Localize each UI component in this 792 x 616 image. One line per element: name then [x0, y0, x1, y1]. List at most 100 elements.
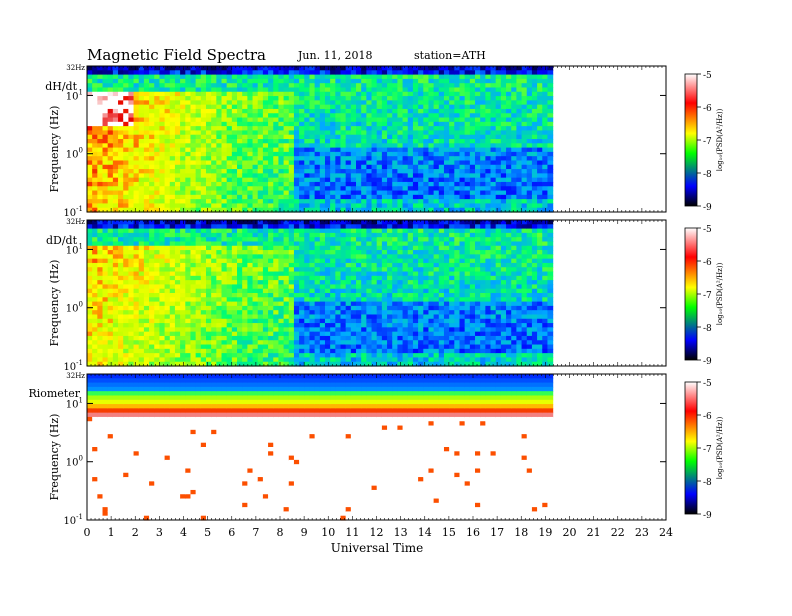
heatmap-cell: [175, 139, 181, 144]
heatmap-cell: [139, 224, 145, 229]
heatmap-cell: [496, 75, 502, 80]
heatmap-cell: [434, 139, 440, 144]
heatmap-cell: [180, 100, 186, 105]
heatmap-cell: [242, 75, 248, 80]
heatmap-cell: [258, 349, 264, 354]
heatmap-cell: [485, 100, 491, 105]
heatmap-cell: [139, 182, 145, 187]
heatmap-cell: [123, 70, 129, 75]
heatmap-cell: [268, 289, 274, 294]
heatmap-cell: [268, 186, 274, 191]
heatmap-cell: [108, 340, 114, 345]
heatmap-cell: [309, 357, 315, 362]
heatmap-cell: [149, 122, 155, 127]
heatmap-cell: [128, 143, 134, 148]
heatmap-cell: [537, 178, 543, 183]
heatmap-cell: [289, 345, 295, 350]
heatmap-cell: [165, 263, 171, 268]
heatmap-cell: [449, 160, 455, 165]
heatmap-cell: [294, 336, 300, 341]
heatmap-cell: [501, 165, 507, 170]
heatmap-cell: [418, 113, 424, 118]
heatmap-cell: [475, 203, 481, 208]
heatmap-cell: [118, 246, 124, 251]
heatmap-cell: [273, 105, 279, 110]
heatmap-cell: [87, 75, 93, 80]
heatmap-cell: [103, 340, 109, 345]
heatmap-cell: [304, 118, 310, 123]
heatmap-cell: [418, 79, 424, 84]
heatmap-cell: [185, 169, 191, 174]
heatmap-cell: [315, 126, 321, 131]
heatmap-cell: [392, 186, 398, 191]
heatmap-cell: [108, 297, 114, 302]
heatmap-cell: [175, 70, 181, 75]
heatmap-cell: [216, 156, 222, 161]
heatmap-cell: [175, 126, 181, 131]
heatmap-cell: [289, 336, 295, 341]
heatmap-cell: [278, 66, 284, 71]
heatmap-cell: [387, 96, 393, 101]
heatmap-cell: [196, 229, 202, 234]
heatmap-cell: [247, 220, 253, 225]
heatmap-cell: [273, 254, 279, 259]
heatmap-cell: [325, 233, 331, 238]
heatmap-cell: [522, 203, 528, 208]
heatmap-cell: [87, 105, 93, 110]
heatmap-cell: [180, 276, 186, 281]
heatmap-cell: [330, 79, 336, 84]
heatmap-cell: [154, 237, 160, 242]
heatmap-cell: [237, 79, 243, 84]
heatmap-cell: [258, 135, 264, 140]
heatmap-cell: [522, 135, 528, 140]
heatmap-cell: [190, 302, 196, 307]
heatmap-cell: [170, 332, 176, 337]
heatmap-cell: [273, 130, 279, 135]
heatmap-cell: [542, 182, 548, 187]
heatmap-cell: [341, 169, 347, 174]
heatmap-cell: [170, 105, 176, 110]
heatmap-cell: [372, 143, 378, 148]
heatmap-cell: [320, 263, 326, 268]
heatmap-cell: [227, 118, 233, 123]
heatmap-cell: [299, 327, 305, 332]
heatmap-cell: [180, 349, 186, 354]
heatmap-cell: [227, 345, 233, 350]
heatmap-cell: [253, 302, 259, 307]
heatmap-cell: [201, 310, 207, 315]
heatmap-cell: [475, 87, 481, 92]
heatmap-cell: [434, 92, 440, 97]
heatmap-cell: [263, 224, 269, 229]
heatmap-cell: [444, 160, 450, 165]
heatmap-cell: [263, 160, 269, 165]
heatmap-cell: [108, 203, 114, 208]
heatmap-cell: [413, 173, 419, 178]
heatmap-cell: [175, 87, 181, 92]
heatmap-cell: [537, 182, 543, 187]
heatmap-cell: [170, 241, 176, 246]
heatmap-cell: [232, 319, 238, 324]
heatmap-cell: [408, 195, 414, 200]
heatmap-cell: [346, 96, 352, 101]
heatmap-cell: [247, 66, 253, 71]
heatmap-cell: [511, 139, 517, 144]
heatmap-cell: [154, 340, 160, 345]
heatmap-cell: [475, 156, 481, 161]
heatmap-cell: [201, 233, 207, 238]
heatmap-cell: [175, 152, 181, 157]
heatmap-cell: [144, 289, 150, 294]
heatmap-cell: [92, 178, 98, 183]
heatmap-cell: [118, 254, 124, 259]
heatmap-cell: [309, 297, 315, 302]
heatmap-cell: [92, 357, 98, 362]
heatmap-cell: [485, 113, 491, 118]
heatmap-cell: [299, 186, 305, 191]
heatmap-cell: [351, 135, 357, 140]
heatmap-cell: [501, 83, 507, 88]
heatmap-cell: [299, 237, 305, 242]
heatmap-cell: [134, 160, 140, 165]
heatmap-cell: [392, 169, 398, 174]
heatmap-cell: [537, 160, 543, 165]
heatmap-cell: [216, 349, 222, 354]
heatmap-cell: [309, 349, 315, 354]
